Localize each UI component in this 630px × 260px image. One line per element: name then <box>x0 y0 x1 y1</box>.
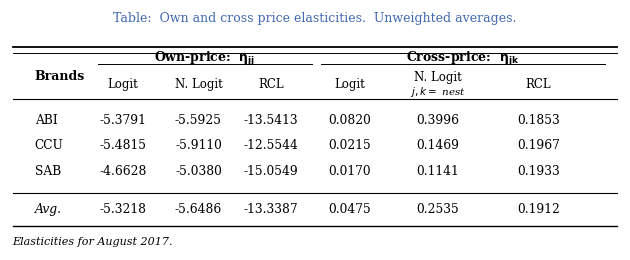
Text: RCL: RCL <box>258 78 284 91</box>
Text: -13.3387: -13.3387 <box>244 203 298 216</box>
Text: 0.0170: 0.0170 <box>328 165 371 178</box>
Text: N. Logit: N. Logit <box>175 78 222 91</box>
Text: -5.4815: -5.4815 <box>100 139 146 152</box>
Text: $j, k=$ nest: $j, k=$ nest <box>410 84 466 99</box>
Text: -5.3791: -5.3791 <box>100 114 146 127</box>
Text: 0.1967: 0.1967 <box>517 139 560 152</box>
Text: N. Logit: N. Logit <box>414 72 462 84</box>
Text: -5.5925: -5.5925 <box>175 114 222 127</box>
Text: -12.5544: -12.5544 <box>243 139 299 152</box>
Text: -15.0549: -15.0549 <box>244 165 298 178</box>
Text: -4.6628: -4.6628 <box>99 165 147 178</box>
Text: 0.0820: 0.0820 <box>328 114 371 127</box>
Text: 0.2535: 0.2535 <box>416 203 459 216</box>
Text: Brands: Brands <box>35 70 85 83</box>
Text: Own-price:  $\mathbf{\eta_{jj}}$: Own-price: $\mathbf{\eta_{jj}}$ <box>154 50 255 68</box>
Text: -13.5413: -13.5413 <box>244 114 298 127</box>
Text: 0.1933: 0.1933 <box>517 165 560 178</box>
Text: -5.6486: -5.6486 <box>175 203 222 216</box>
Text: RCL: RCL <box>526 78 551 91</box>
Text: Cross-price:  $\mathbf{\eta_{jk}}$: Cross-price: $\mathbf{\eta_{jk}}$ <box>406 50 520 68</box>
Text: -5.9110: -5.9110 <box>175 139 222 152</box>
Text: SAB: SAB <box>35 165 61 178</box>
Text: CCU: CCU <box>35 139 64 152</box>
Text: 0.0475: 0.0475 <box>328 203 371 216</box>
Text: ABI: ABI <box>35 114 57 127</box>
Text: -5.0380: -5.0380 <box>175 165 222 178</box>
Text: Logit: Logit <box>335 78 365 91</box>
Text: Table:  Own and cross price elasticities.  Unweighted averages.: Table: Own and cross price elasticities.… <box>113 12 517 25</box>
Text: 0.1853: 0.1853 <box>517 114 560 127</box>
Text: Avg.: Avg. <box>35 203 62 216</box>
Text: 0.1469: 0.1469 <box>416 139 459 152</box>
Text: 0.0215: 0.0215 <box>328 139 371 152</box>
Text: 0.1912: 0.1912 <box>517 203 560 216</box>
Text: 0.1141: 0.1141 <box>416 165 459 178</box>
Text: -5.3218: -5.3218 <box>100 203 146 216</box>
Text: 0.3996: 0.3996 <box>416 114 459 127</box>
Text: Logit: Logit <box>108 78 138 91</box>
Text: Elasticities for August 2017.: Elasticities for August 2017. <box>13 237 173 247</box>
